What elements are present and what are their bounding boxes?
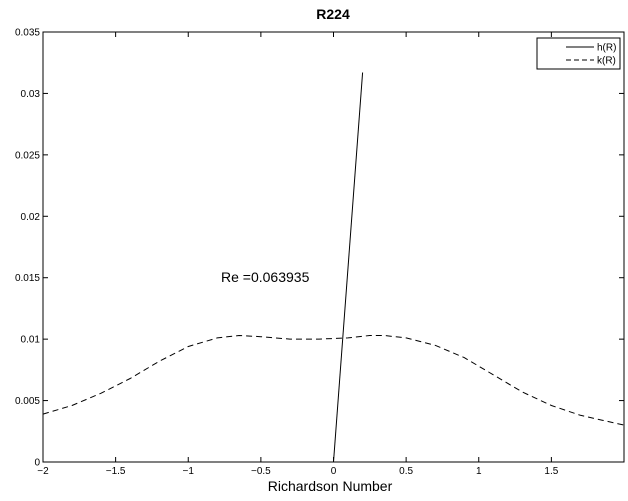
legend-label-h: h(R) [597,43,616,54]
series-line-k [42,335,625,426]
series-line-h [333,72,364,463]
legend-label-k: k(R) [597,56,616,67]
x-tick-label: 1.5 [544,466,558,477]
x-tick-label: −2 [37,466,49,477]
y-tick-label: 0.025 [15,150,40,161]
y-axis: 0 0.005 0.01 0.015 0.02 0.025 0.03 0.035 [15,28,624,469]
series-layer [42,72,625,463]
y-tick-label: 0.03 [21,89,41,100]
x-tick-label: −1 [183,466,195,477]
x-tick-label: 0.5 [399,466,413,477]
x-tick-label: 0 [331,466,337,477]
y-tick-label: 0.005 [15,396,40,407]
reynolds-annotation: Re =0.063935 [221,269,310,285]
x-axis-title: Richardson Number [268,478,393,494]
x-tick-label: 1 [476,466,482,477]
y-tick-label: 0.02 [21,212,41,223]
y-tick-label: 0.015 [15,273,40,284]
chart-title: R224 [316,6,350,22]
plot-area [42,31,625,463]
y-tick-label: 0.01 [21,335,41,346]
y-tick-label: 0.035 [15,28,40,39]
legend-box [536,37,621,70]
x-axis: −2 −1.5 −1 −0.5 0 0.5 1 1.5 [37,32,559,477]
x-tick-label: −0.5 [251,466,271,477]
y-tick-label: 0 [34,458,40,469]
x-tick-label: −1.5 [106,466,126,477]
legend: h(R) k(R) [536,37,621,70]
